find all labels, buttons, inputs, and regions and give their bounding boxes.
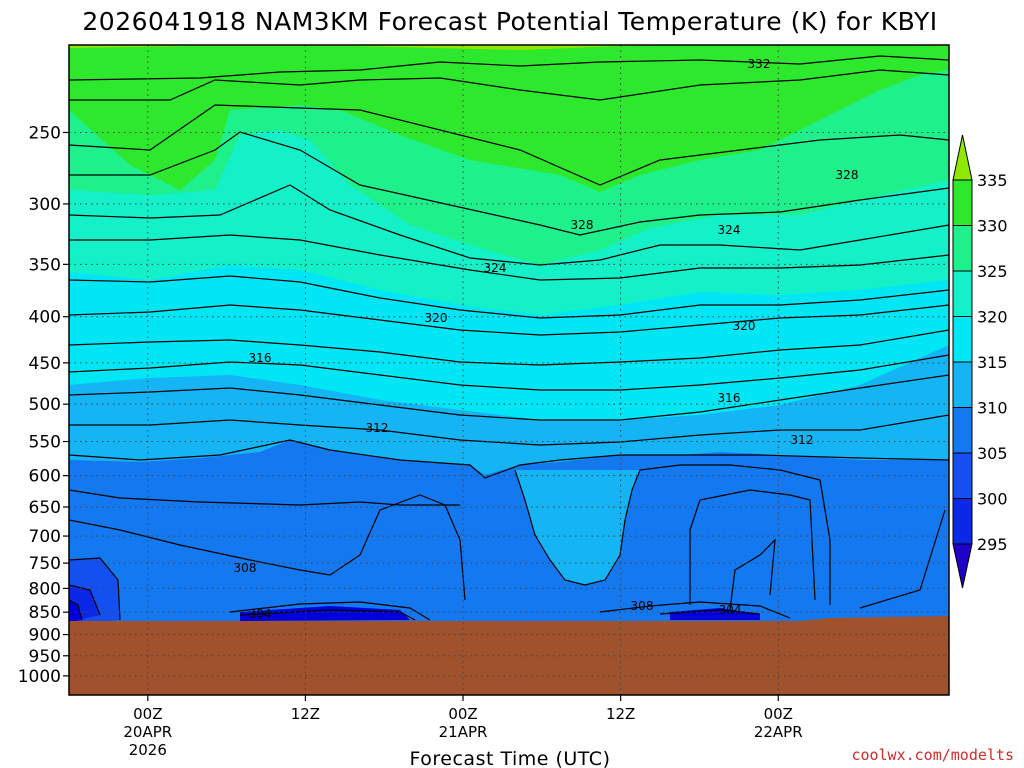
x-tick-label: 2026 [129,741,167,759]
colorbar-swatch [952,498,973,545]
colorbar-swatch [952,316,973,363]
svg-text:316: 316 [249,351,272,365]
contour-label: 332 [748,57,771,71]
colorbar-label: 295 [977,535,1008,554]
colorbar-label: 315 [977,353,1008,372]
x-axis-label: Forecast Time (UTC) [410,748,611,768]
svg-text:316: 316 [718,391,741,405]
svg-text:312: 312 [366,421,389,435]
x-tick-label: 12Z [291,705,320,723]
colorbar-swatch [952,179,973,226]
contour-label: 324 [484,261,507,275]
grid [69,45,949,695]
contour-label-layer: 332 328 328 324 324 320 320 316 316 312 312 308 308 3… [234,57,859,621]
contour-label: 320 [425,311,448,325]
contour-label: 304 [249,607,272,621]
y-tick-label: 900 [29,626,61,646]
svg-text:324: 324 [484,261,507,275]
svg-text:308: 308 [631,599,654,613]
contour-label: 304 [719,603,742,617]
colorbar: 335 330 325 320 315 310 305 300 295 [952,134,1008,589]
colorbar-label: 325 [977,262,1008,281]
y-tick-label: 1000 [18,667,61,687]
colorbar-swatch [952,407,973,454]
contour-label: 328 [571,218,594,232]
svg-text:328: 328 [836,168,859,182]
svg-text:304: 304 [719,603,742,617]
y-tick-label: 500 [29,395,61,415]
contour-label: 312 [366,421,389,435]
colorbar-arrow-top [952,134,973,181]
y-tick-label: 650 [29,498,61,518]
colorbar-label: 310 [977,399,1008,418]
colorbar-label: 300 [977,490,1008,509]
x-tick-label: 22APR [754,723,803,741]
band-cold-surface [69,600,760,622]
plot-frame [68,44,950,696]
svg-text:332: 332 [748,57,771,71]
contour-label: 316 [718,391,741,405]
contour-label: 328 [836,168,859,182]
x-tick-label: 12Z [606,705,635,723]
x-tick-label: 00Z [764,705,793,723]
credit-text: coolwx.com/modelts [851,746,1014,764]
colorbar-swatch [952,270,973,317]
colorbar-label: 335 [977,171,1008,190]
y-tick-label: 450 [29,354,61,374]
y-tick-label: 400 [29,308,61,328]
x-tick-label: 20APR [123,723,172,741]
plot-area [69,45,949,695]
colorbar-label: 305 [977,444,1008,463]
svg-text:328: 328 [571,218,594,232]
y-tick-label: 600 [29,467,61,487]
colorbar-swatch [952,452,973,499]
y-tick-label: 750 [29,554,61,574]
colorbar-label: 320 [977,308,1008,327]
y-tick-label: 250 [29,123,61,143]
svg-text:312: 312 [791,433,814,447]
y-axis: 250 300 350 400 450 500 550 600 650 700 750 800 850 9… [18,123,69,687]
x-tick-label: 21APR [439,723,488,741]
contour-label: 312 [791,433,814,447]
contour-label: 320 [733,319,756,333]
band-305-tongue [515,470,640,585]
contour-lines [69,55,949,621]
colorbar-label: 330 [977,217,1008,236]
contour-label: 308 [631,599,654,613]
svg-text:304: 304 [249,607,272,621]
y-tick-label: 950 [29,647,61,667]
colorbar-swatch [952,225,973,272]
x-tick-label: 00Z [448,705,477,723]
x-tick-label: 00Z [133,705,162,723]
y-tick-label: 700 [29,527,61,547]
colorbar-swatch [952,361,973,408]
svg-text:320: 320 [425,311,448,325]
contour-label: 324 [718,223,741,237]
svg-text:324: 324 [718,223,741,237]
y-tick-label: 300 [29,195,61,215]
y-tick-label: 350 [29,255,61,275]
contour-label: 308 [234,561,257,575]
svg-text:320: 320 [733,319,756,333]
y-tick-label: 850 [29,603,61,623]
contour-label: 316 [249,351,272,365]
colorbar-arrow-bottom [952,543,973,589]
y-tick-label: 800 [29,579,61,599]
svg-text:308: 308 [234,561,257,575]
chart-title: 2026041918 NAM3KM Forecast Potential Tem… [82,7,937,36]
y-tick-label: 550 [29,433,61,453]
